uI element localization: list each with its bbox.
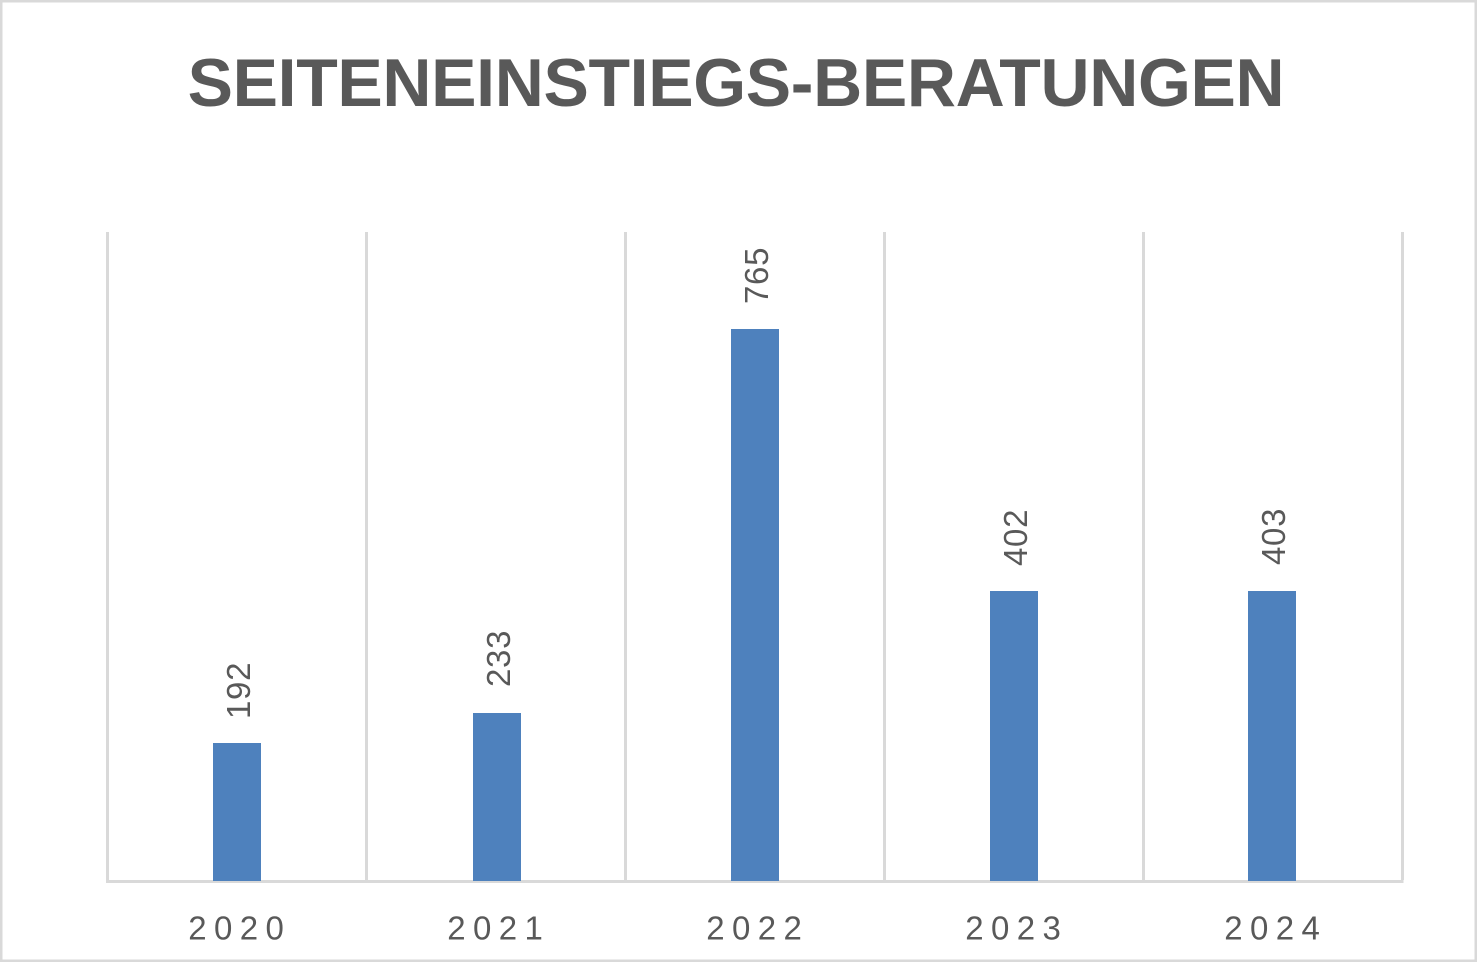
svg-text:2021: 2021 [447,909,550,946]
svg-text:192: 192 [220,662,257,719]
svg-text:765: 765 [738,247,775,304]
svg-text:402: 402 [997,509,1034,566]
svg-text:233: 233 [480,630,517,687]
svg-text:403: 403 [1255,508,1292,565]
svg-text:2024: 2024 [1224,909,1327,946]
svg-text:2022: 2022 [706,909,809,946]
svg-text:2020: 2020 [188,909,291,946]
svg-text:SEITENEINSTIEGS-BERATUNGEN: SEITENEINSTIEGS-BERATUNGEN [188,45,1285,121]
svg-text:2023: 2023 [965,909,1068,946]
